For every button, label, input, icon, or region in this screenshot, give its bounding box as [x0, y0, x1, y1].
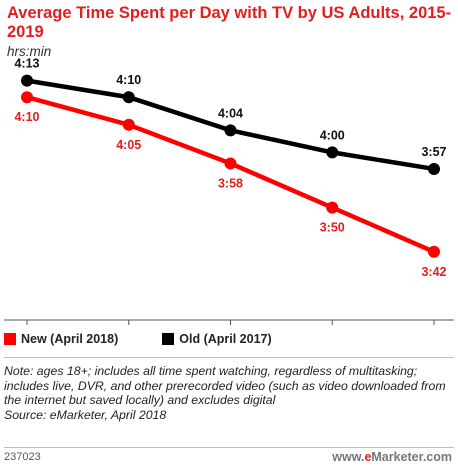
x-tick-label-2019: 2019 [420, 328, 448, 330]
data-point-new-2019 [428, 245, 440, 258]
emarketer-logo: www.eMarketer.com [332, 450, 452, 464]
x-tick-label-2015: 2015 [13, 328, 41, 330]
data-label-new-2016: 4:05 [116, 138, 141, 152]
legend-swatch-new [4, 333, 16, 345]
x-tick-label-2018: 2018 [318, 328, 346, 330]
data-point-old-2017 [224, 124, 237, 137]
data-point-new-2018 [326, 201, 339, 214]
data-label-new-2019: 3:42 [421, 265, 446, 279]
data-point-old-2018 [326, 146, 339, 159]
data-point-new-2015 [21, 91, 33, 104]
legend-label-new: New (April 2018) [21, 332, 119, 346]
data-label-new-2015: 4:10 [14, 110, 39, 124]
chart-note: Note: ages 18+; includes all time spent … [4, 364, 456, 422]
data-point-old-2019 [428, 162, 440, 175]
legend-label-old: Old (April 2017) [179, 332, 272, 346]
data-label-new-2018: 3:50 [320, 221, 345, 235]
divider-top [4, 357, 454, 358]
data-label-old-2015: 4:13 [14, 57, 39, 71]
chart-legend: New (April 2018) Old (April 2017) [4, 332, 316, 346]
data-label-old-2017: 4:04 [218, 106, 243, 120]
data-label-old-2016: 4:10 [116, 73, 141, 87]
data-point-new-2016 [122, 118, 135, 131]
legend-item-old: Old (April 2017) [162, 332, 272, 346]
brand-suffix: Marketer.com [371, 450, 452, 464]
data-point-old-2016 [122, 91, 135, 104]
legend-item-new: New (April 2018) [4, 332, 118, 346]
x-tick-label-2016: 2016 [115, 328, 143, 330]
divider-bottom [4, 447, 454, 448]
line-chart: 2015 2016 2017 2018 2019 4:10 4:05 3:58 3:50 3:42… [4, 57, 454, 330]
chart-title: Average Time Spent per Day with TV by US… [7, 4, 452, 41]
chart-subtitle: hrs:min [7, 44, 52, 59]
chart-id: 237023 [4, 451, 41, 463]
data-point-old-2015 [21, 74, 33, 87]
data-label-old-2019: 3:57 [421, 145, 446, 159]
data-label-old-2018: 4:00 [320, 128, 345, 142]
brand-e: e [364, 450, 372, 464]
x-tick-label-2017: 2017 [217, 328, 245, 330]
legend-swatch-old [162, 333, 175, 345]
note-text: Note: ages 18+; includes all time spent … [4, 364, 446, 408]
data-label-new-2017: 3:58 [218, 176, 243, 190]
series-line-new [26, 95, 435, 254]
data-point-new-2017 [224, 157, 237, 170]
brand-prefix: www. [332, 450, 365, 464]
source-text: Source: eMarketer, April 2018 [4, 407, 167, 422]
